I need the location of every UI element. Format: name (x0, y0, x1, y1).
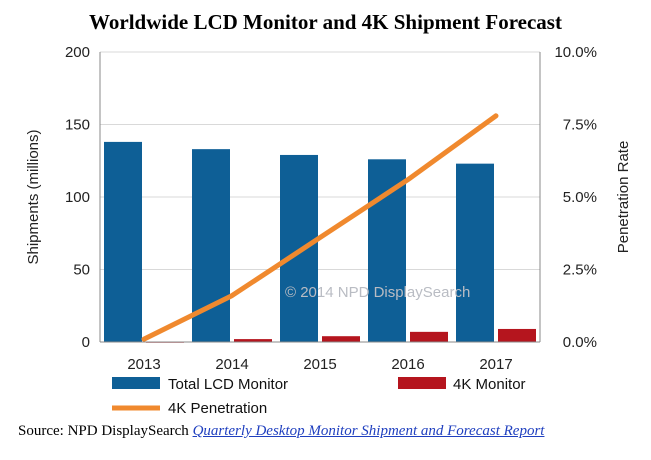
y-tick-label-right: 7.5% (563, 117, 597, 134)
legend-swatch-4k-monitor (398, 377, 446, 389)
y-tick-label-right: 0.0% (563, 334, 597, 351)
y-tick-label-left: 200 (65, 44, 90, 61)
tick-labels: 0 50 100 150 200 0.0% 2.5% 5.0% 7.5% 10.0% 2013 201… (65, 44, 597, 373)
bars (104, 141, 536, 343)
x-tick-label: 2016 (391, 356, 424, 373)
bar-4k-monitor (234, 339, 272, 342)
y-axis-label-left: Shipments (millions) (25, 129, 42, 264)
legend-label-4k-monitor: 4K Monitor (453, 376, 526, 393)
source-prefix: Source: NPD DisplaySearch (18, 423, 193, 439)
y-tick-label-right: 10.0% (554, 44, 597, 61)
bar-total-lcd-monitor (456, 163, 494, 342)
y-tick-label-right: 2.5% (563, 262, 597, 279)
y-tick-label-left: 50 (73, 262, 90, 279)
y-tick-label-left: 100 (65, 189, 90, 206)
y-tick-label-left: 0 (82, 334, 90, 351)
legend-swatch-total-lcd-monitor (112, 377, 160, 389)
x-tick-label: 2015 (303, 356, 336, 373)
penetration-line-group (141, 113, 499, 342)
legend: Total LCD Monitor 4K Monitor 4K Penetratio… (112, 376, 526, 417)
y-tick-label-left: 150 (65, 117, 90, 134)
x-tick-label: 2013 (127, 356, 160, 373)
bar-total-lcd-monitor (104, 141, 142, 342)
y-axis-label-right: Penetration Rate (615, 141, 632, 254)
chart-title: Worldwide LCD Monitor and 4K Shipment Fo… (89, 10, 562, 34)
source-line: Source: NPD DisplaySearch Quarterly Desk… (18, 423, 544, 440)
x-tick-label: 2017 (479, 356, 512, 373)
bar-4k-monitor (498, 328, 536, 342)
bar-4k-monitor (410, 331, 448, 342)
bar-4k-monitor (322, 336, 360, 342)
x-tick-label: 2014 (215, 356, 248, 373)
axes (99, 52, 541, 343)
legend-label-4k-penetration: 4K Penetration (168, 400, 267, 417)
source-report-link[interactable]: Quarterly Desktop Monitor Shipment and F… (192, 423, 545, 439)
watermark-text: © 2014 NPD DisplaySearch (285, 284, 470, 301)
legend-label-total-lcd-monitor: Total LCD Monitor (168, 376, 288, 393)
y-tick-label-right: 5.0% (563, 189, 597, 206)
bar-total-lcd-monitor (368, 159, 406, 342)
penetration-line (141, 113, 499, 342)
